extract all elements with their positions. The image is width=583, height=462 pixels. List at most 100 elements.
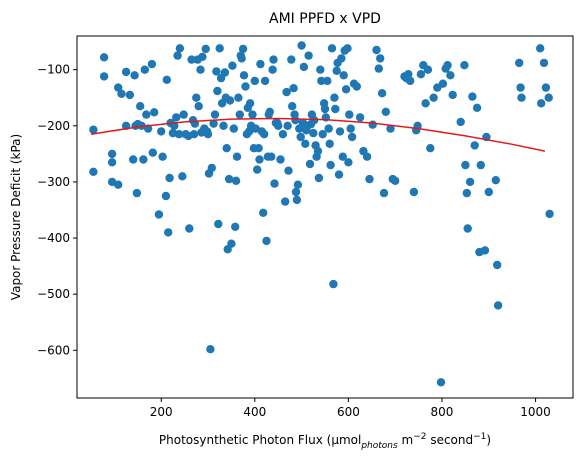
data-point [345,110,353,118]
data-point [228,61,236,69]
data-point [236,110,244,118]
data-point [356,113,364,121]
data-point [446,71,454,79]
x-label-superscript-1: −2 [413,432,426,442]
chart-title: AMI PPFD x VPD [269,11,381,27]
data-point [304,51,312,59]
data-point [251,77,259,85]
data-point [225,175,233,183]
data-point [231,223,239,231]
data-point [126,91,134,99]
x-label-middle: m [398,433,414,447]
data-point [545,210,553,218]
data-point [281,197,289,205]
data-point [130,71,138,79]
data-point [380,189,388,197]
data-point [238,54,246,62]
data-point [108,158,116,166]
data-point [204,130,212,138]
data-point [516,83,524,91]
y-tick-label: −600 [37,343,70,357]
data-point [274,122,282,130]
data-point [196,66,204,74]
data-point [213,87,221,95]
data-point [291,116,299,124]
data-point [471,141,479,149]
data-point [297,133,305,141]
data-point [241,82,249,90]
data-point [178,172,186,180]
data-point [149,149,157,157]
data-point [326,140,334,148]
data-point [545,94,553,102]
data-point [344,158,352,166]
data-point [314,147,322,155]
data-point [493,261,501,269]
x-label-subscript: photons [360,441,398,451]
x-tick-label: 1000 [520,405,551,419]
x-tick-label: 600 [337,405,360,419]
data-point [136,102,144,110]
data-point [268,66,276,74]
data-point [89,168,97,176]
data-point [321,105,329,113]
data-point [266,108,274,116]
data-point [176,44,184,52]
data-point [219,122,227,130]
data-point [331,105,339,113]
data-point [457,118,465,126]
x-label-suffix: ) [486,433,491,447]
data-point [294,181,302,189]
data-point [288,102,296,110]
data-point [460,61,468,69]
data-point [429,94,437,102]
data-point [536,44,544,52]
data-point [325,124,333,132]
data-point [417,70,425,78]
data-point [162,192,170,200]
data-point [223,144,231,152]
x-label-after: second [427,433,474,447]
data-point [542,83,550,91]
y-tick-label: −300 [37,175,70,189]
data-point [426,144,434,152]
data-point [309,129,317,137]
data-point [375,64,383,72]
y-tick-label: −500 [37,287,70,301]
data-point [172,113,180,121]
data-point [300,63,308,71]
data-point [378,89,386,97]
data-point [287,55,295,63]
data-point [279,130,287,138]
data-point [410,188,418,196]
data-point [240,71,248,79]
data-point [157,127,165,135]
y-tick-label: −200 [37,119,70,133]
data-point [329,280,337,288]
data-point [117,90,125,98]
data-point [537,99,545,107]
data-point [221,68,229,76]
x-tick-label: 800 [431,405,454,419]
data-point [348,133,356,141]
data-point [256,60,264,68]
data-point [406,77,414,85]
data-point [254,144,262,152]
x-label-superscript-2: −1 [473,432,486,442]
y-tick-label: −400 [37,231,70,245]
data-point [164,228,172,236]
data-point [463,189,471,197]
data-point [260,130,268,138]
data-point [150,108,158,116]
data-point [108,150,116,158]
data-point [239,45,247,53]
data-point [211,110,219,118]
data-point [163,76,171,84]
data-point [259,209,267,217]
data-point [301,140,309,148]
data-point [494,301,502,309]
data-point [421,99,429,107]
data-point [477,161,485,169]
y-axis-ticks: −600 −500 −400 −300 −200 −100 [37,63,77,358]
